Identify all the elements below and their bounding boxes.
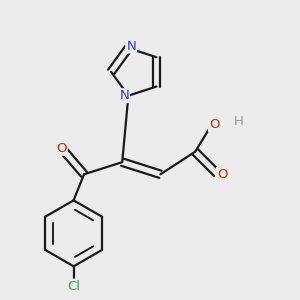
Text: H: H <box>233 116 243 128</box>
Text: O: O <box>217 168 227 181</box>
Text: N: N <box>126 40 136 52</box>
Text: Cl: Cl <box>67 280 80 292</box>
Text: N: N <box>119 89 129 102</box>
Text: O: O <box>56 142 67 155</box>
Text: O: O <box>209 118 220 131</box>
